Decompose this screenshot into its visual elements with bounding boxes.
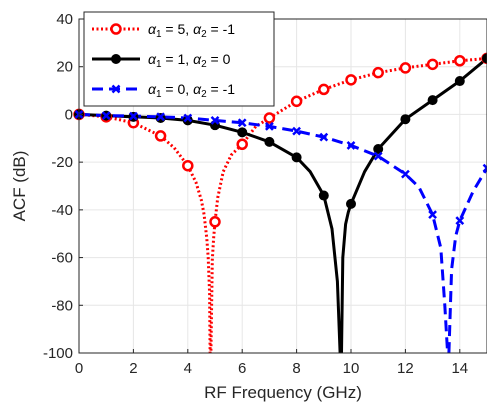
x-tick-label: 2: [129, 360, 137, 377]
series-2-point: [346, 198, 356, 209]
series-3-point: [210, 116, 220, 125]
series-2-point: [400, 114, 411, 125]
y-tick-label: -40: [51, 202, 73, 219]
series-1-point: [454, 55, 466, 67]
series-2-point: [482, 53, 487, 64]
y-tick-label: -20: [51, 154, 73, 171]
series-3-point: [346, 141, 356, 150]
y-tick-label: -80: [51, 297, 73, 314]
x-axis-title: RF Frequency (GHz): [204, 383, 362, 402]
series-2-point: [373, 144, 384, 155]
series-2-point: [264, 136, 275, 147]
series-3-point: [265, 121, 274, 131]
y-tick-label: -60: [51, 250, 73, 267]
series-3-point: [237, 118, 247, 128]
y-tick-label: 20: [56, 59, 73, 76]
ticks: 0 2 4 6 8 10 12 14 40 20 0 -20 -40 -60 -80 -100: [43, 11, 468, 377]
series-3-point: [156, 112, 165, 122]
series-3-point: [129, 111, 138, 121]
x-tick-label: 0: [75, 360, 83, 377]
x-tick-label: 6: [238, 360, 246, 377]
legend: α1 = 5, α2 = -1 α1 = 1, α2 = 0 α1 = 0, α2 …: [83, 11, 275, 107]
series-3-point: [319, 132, 329, 142]
plot-frame: [78, 18, 487, 354]
y-tick-label: 0: [65, 106, 73, 123]
series-2-point: [182, 115, 193, 126]
series-2-point: [427, 95, 438, 106]
series-1-point: [426, 58, 439, 71]
series-1-point: [318, 83, 330, 96]
y-tick-label: -100: [43, 345, 73, 362]
series-line-3: [79, 112, 487, 353]
series-3-point: [401, 169, 410, 179]
series-1-point: [236, 138, 248, 150]
x-tick-label: 8: [292, 360, 300, 377]
x-tick-label: 10: [343, 360, 360, 377]
series-3-point: [292, 126, 301, 136]
series-1-point: [399, 62, 412, 74]
x-tick-label: 12: [397, 360, 414, 377]
series-1-point: [290, 95, 303, 108]
series-2-point: [318, 190, 329, 201]
legend-label-3: α1 = 0, α2 = -1: [148, 81, 235, 100]
series-3-point: [428, 210, 437, 220]
series-1-point: [209, 216, 221, 228]
x-tick-label: 4: [184, 360, 192, 377]
series-3-point: [373, 151, 383, 161]
series-1-point: [154, 130, 167, 142]
y-tick-label: 40: [56, 11, 73, 28]
legend-marker-2: [111, 54, 121, 64]
series-2-point: [237, 127, 248, 138]
series-1-point: [372, 66, 384, 79]
legend-marker-3: [111, 84, 121, 94]
series-2-point: [291, 152, 302, 163]
marker-layer: [73, 52, 487, 228]
series-1-point: [182, 159, 194, 172]
series-3-point: [482, 163, 487, 173]
series-1-point: [263, 112, 276, 124]
series-3-point: [101, 111, 111, 121]
legend-label-1: α1 = 5, α2 = -1: [148, 21, 235, 40]
legend-marker-1: [110, 23, 122, 35]
series-2-point: [454, 76, 465, 87]
series-3-point: [183, 113, 193, 123]
series-3-point: [455, 216, 465, 225]
y-axis-title: ACF (dB): [10, 151, 29, 222]
series-1-point: [345, 74, 357, 86]
x-tick-label: 14: [451, 360, 468, 377]
legend-label-2: α1 = 1, α2 = 0: [148, 51, 231, 70]
